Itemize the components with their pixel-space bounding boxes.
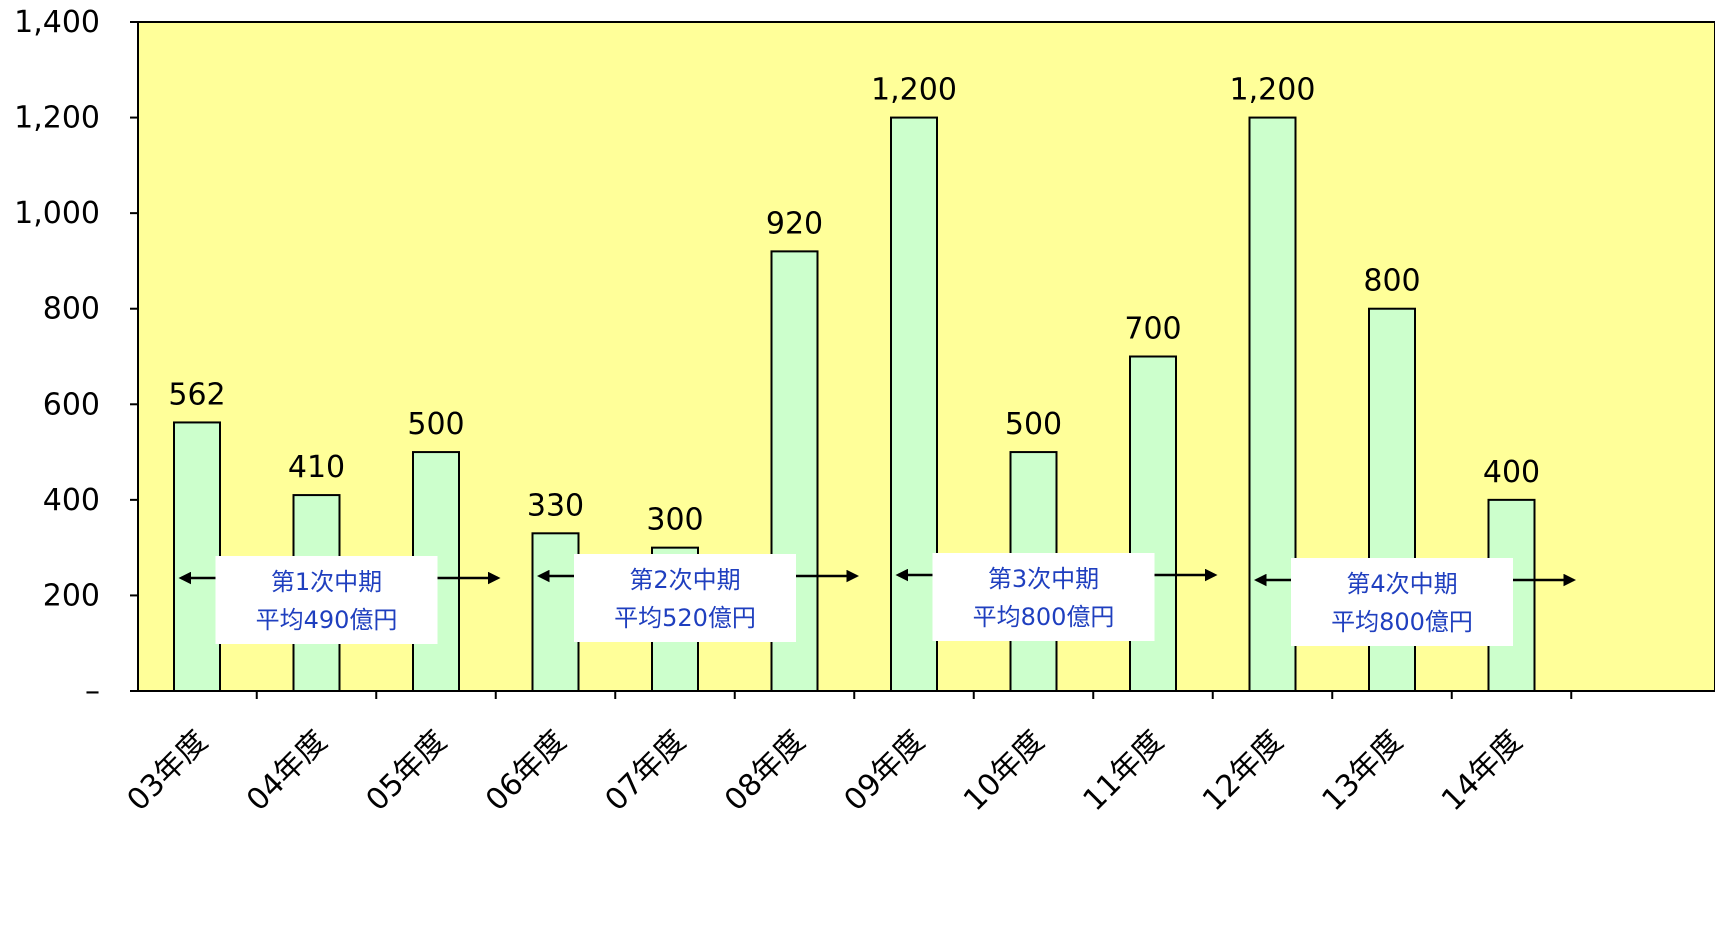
data-label: 500 bbox=[407, 407, 464, 442]
bar-03年度 bbox=[173, 421, 221, 692]
annotation-average: 平均490億円 bbox=[256, 606, 398, 634]
data-label: 1,200 bbox=[871, 73, 957, 108]
annotation-average: 平均520億円 bbox=[614, 604, 756, 632]
x-tick-label: 14年度 bbox=[1435, 724, 1529, 818]
annotation-box bbox=[932, 553, 1155, 641]
x-tick-label: 09年度 bbox=[837, 724, 931, 818]
y-tick-label: 1,200 bbox=[14, 101, 100, 136]
y-tick-label: 1,400 bbox=[14, 5, 100, 40]
y-tick-label: 1,000 bbox=[14, 196, 100, 231]
y-tick-label: 600 bbox=[43, 387, 100, 422]
y-tick-label: – bbox=[85, 674, 100, 709]
annotation-title: 第4次中期 bbox=[1346, 570, 1457, 598]
annotation-box bbox=[1291, 558, 1513, 646]
x-tick-label: 13年度 bbox=[1315, 724, 1409, 818]
bar-09年度 bbox=[890, 116, 938, 693]
x-tick-label: 11年度 bbox=[1076, 724, 1170, 818]
data-label: 330 bbox=[527, 488, 584, 523]
y-tick-label: 800 bbox=[43, 292, 100, 327]
data-label: 562 bbox=[168, 377, 225, 412]
annotation-title: 第2次中期 bbox=[629, 566, 740, 594]
bar-06年度 bbox=[531, 532, 580, 692]
x-tick-label: 05年度 bbox=[359, 724, 453, 818]
data-label: 1,200 bbox=[1230, 73, 1316, 108]
y-tick-label: 400 bbox=[43, 483, 100, 518]
x-tick-label: 08年度 bbox=[718, 724, 812, 818]
data-label: 700 bbox=[1124, 312, 1181, 347]
x-tick-label: 06年度 bbox=[479, 724, 573, 818]
bar-12年度 bbox=[1248, 116, 1297, 693]
data-label: 920 bbox=[766, 206, 823, 241]
data-label: 800 bbox=[1363, 264, 1420, 299]
annotation-box bbox=[574, 554, 796, 642]
data-label: 400 bbox=[1483, 455, 1540, 490]
annotation-average: 平均800億円 bbox=[973, 603, 1115, 631]
x-tick-label: 03年度 bbox=[120, 724, 214, 818]
y-tick-label: 200 bbox=[43, 578, 100, 613]
annotation-average: 平均800億円 bbox=[1331, 608, 1473, 636]
annotation-box bbox=[215, 556, 438, 644]
data-label: 500 bbox=[1005, 407, 1062, 442]
annotation-title: 第1次中期 bbox=[271, 568, 382, 596]
data-label: 410 bbox=[288, 450, 345, 485]
x-tick-label: 07年度 bbox=[598, 724, 692, 818]
x-tick-label: 04年度 bbox=[240, 724, 334, 818]
x-tick-label: 12年度 bbox=[1196, 724, 1290, 818]
x-tick-label: 10年度 bbox=[957, 724, 1051, 818]
annotation-title: 第3次中期 bbox=[988, 565, 1099, 593]
data-label: 300 bbox=[646, 503, 703, 538]
